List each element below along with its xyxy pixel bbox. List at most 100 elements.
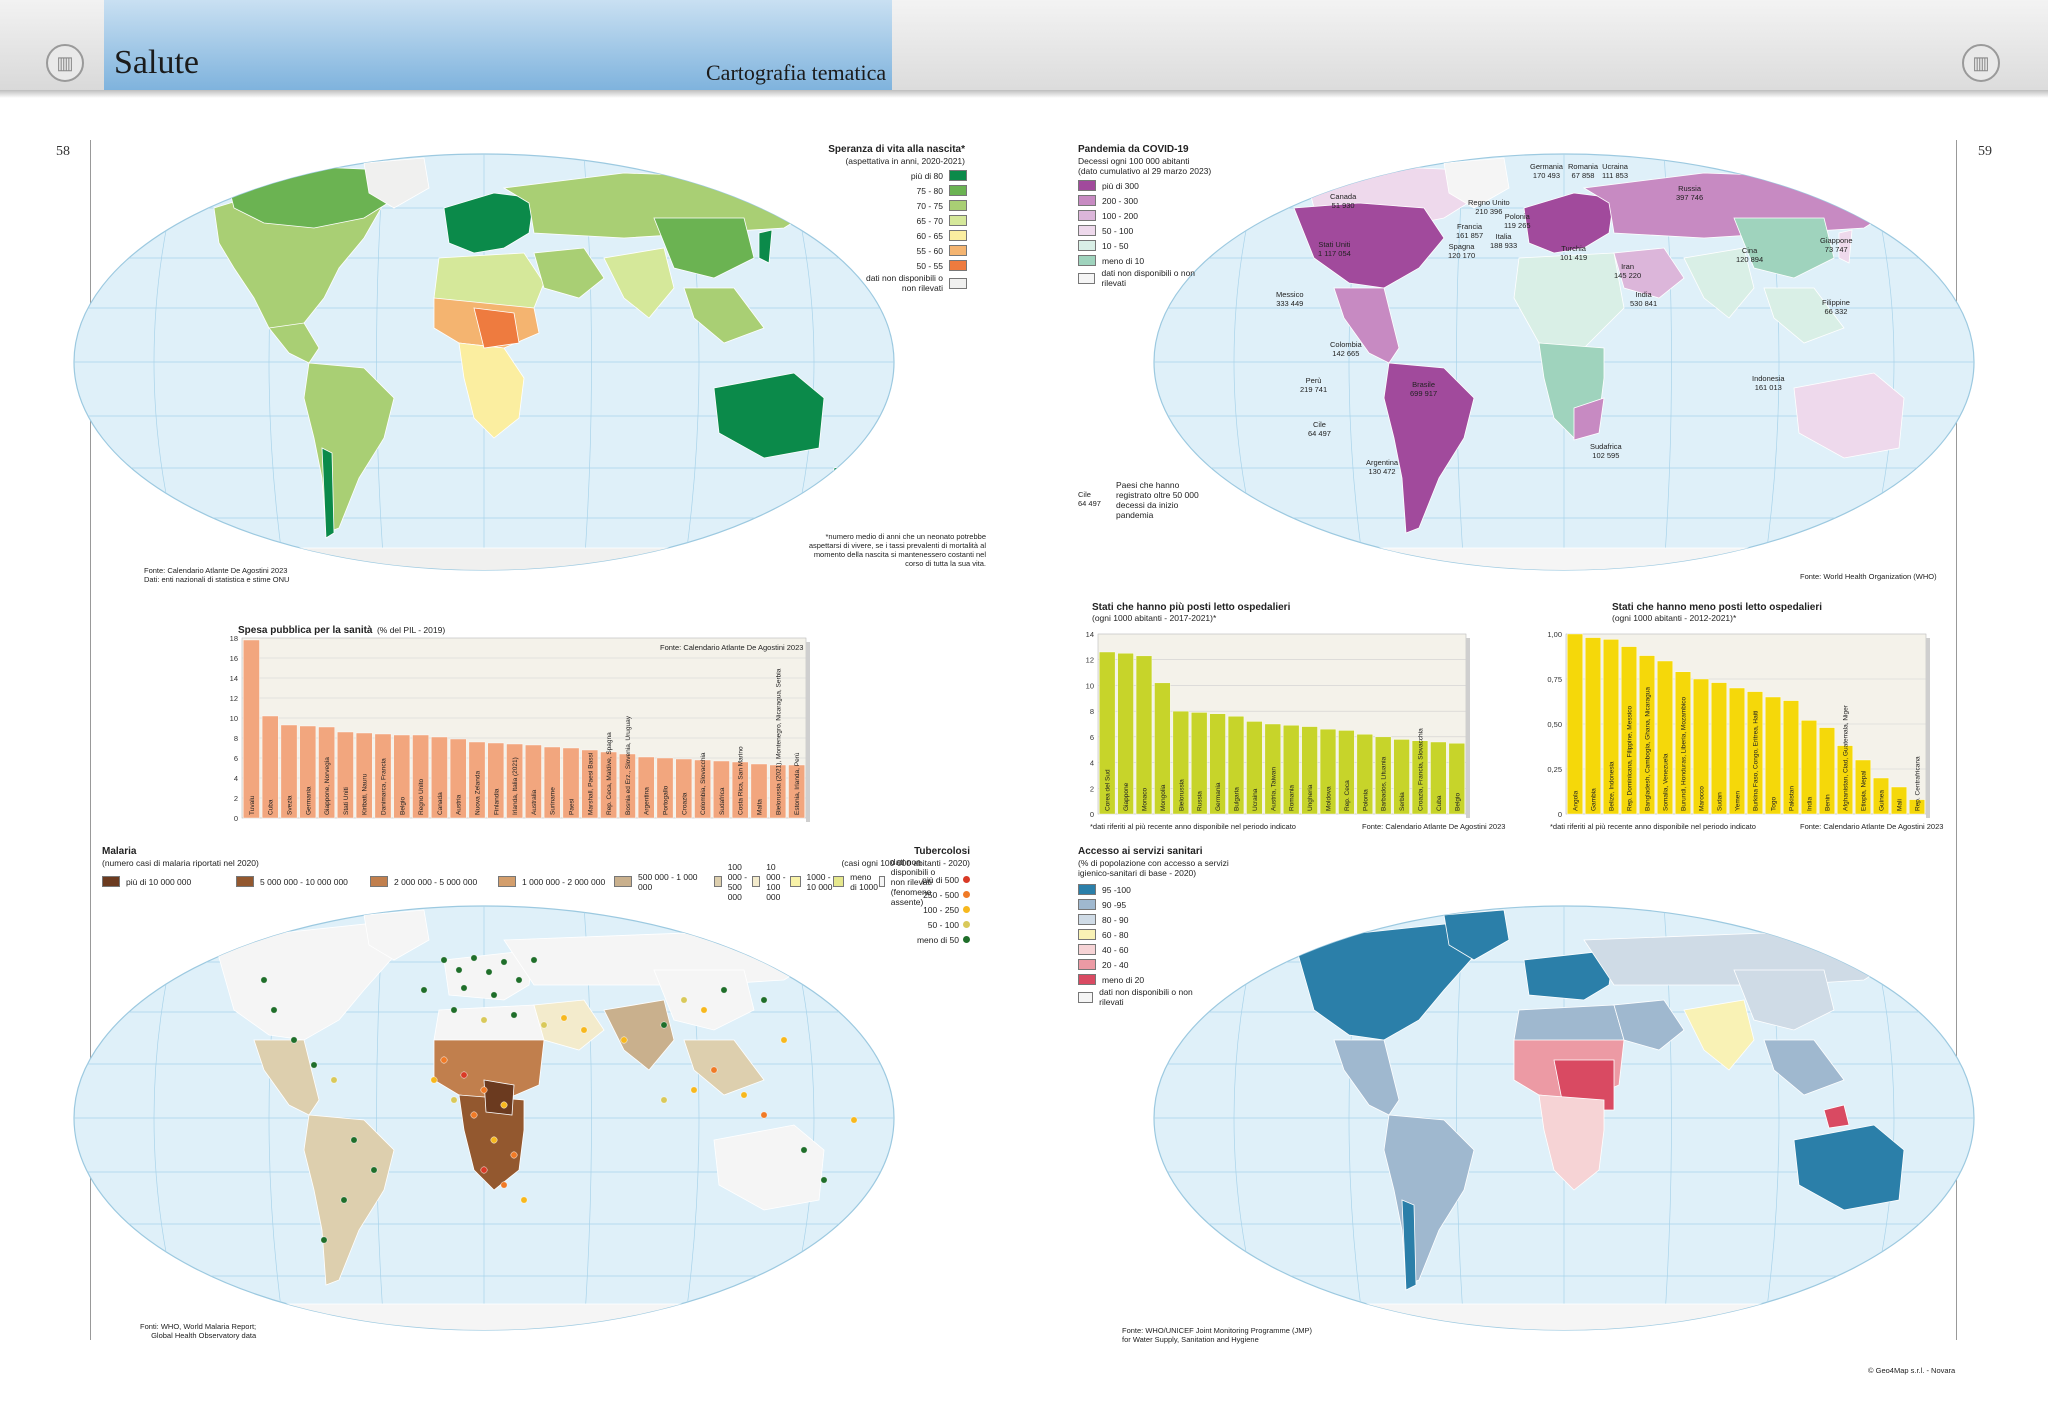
covid-legend-swatch [1078, 180, 1096, 191]
life-map-source-line-1: Fonte: Calendario Atlante De Agostini 20… [144, 566, 288, 575]
beds-most-subtitle: (ogni 1000 abitanti - 2017-2021)* [1092, 613, 1217, 623]
bar-category-label: Tuvalu [249, 795, 256, 815]
bar-category-label: Belgio [1454, 793, 1461, 811]
covid-country-value: 101 419 [1560, 253, 1588, 262]
malaria-legend-swatch [790, 876, 801, 887]
covid-country-name: Indonesia [1752, 374, 1785, 383]
bar-category-label: Belize, Indonesia [1609, 761, 1616, 811]
covid-country-value: 145 220 [1614, 271, 1642, 280]
bar [581, 749, 599, 819]
bar [412, 734, 429, 819]
tb-dot [470, 954, 478, 962]
tb-dot [485, 968, 493, 976]
tb-dot [690, 1086, 698, 1094]
bar-category-label: Germania [305, 786, 312, 815]
plot-area [1097, 633, 1467, 815]
covid-country-value: 219 741 [1300, 385, 1328, 394]
tb-dot [540, 1021, 548, 1029]
covid-country-name: Ucraina [1602, 162, 1628, 171]
tb-dot [500, 1181, 508, 1189]
y-tick-label: 8 [234, 734, 238, 743]
y-tick-label: 12 [1086, 656, 1094, 665]
bar [1801, 720, 1817, 815]
malaria-legend-subtitle: (numero casi di malaria riportati nel 20… [102, 858, 259, 868]
tb-legend-dot [963, 906, 970, 913]
bar-category-label: Pakistan [1789, 786, 1796, 811]
malaria-legend-item: 100 000 - 500 000 [714, 862, 752, 902]
sanitation-legend-item: 95 -100 [1078, 882, 1198, 897]
tb-dot [520, 1196, 528, 1204]
bar-category-label: Sudan [1717, 792, 1724, 811]
bar [261, 715, 279, 819]
bar [1227, 716, 1245, 815]
life-legend-item: 65 - 70 [845, 213, 967, 228]
bar-category-label: Marocco [1699, 786, 1706, 811]
life-legend-item: 60 - 65 [845, 228, 967, 243]
malaria-map-source: Fonti: WHO, World Malaria Report; Global… [140, 1322, 256, 1340]
bar [525, 744, 542, 819]
life-legend: più di 80 75 - 80 70 - 75 65 - 70 60 - 65 55 … [845, 168, 967, 293]
bar [1375, 736, 1392, 815]
life-legend-label: più di 80 [910, 170, 943, 181]
covid-legend-item: meno di 10 [1078, 253, 1218, 268]
y-tick-label: 4 [1090, 759, 1094, 768]
covid-country-label: Indonesia 161 013 [1752, 374, 1785, 392]
bar-category-label: Polonia [1362, 789, 1369, 811]
covid-legend-item: 10 - 50 [1078, 238, 1218, 253]
bar [1567, 633, 1583, 815]
sanitation-legend-label: dati non disponibili o non rilevati [1099, 987, 1193, 1007]
bar-category-label: Togo [1771, 797, 1778, 811]
bar [1693, 678, 1709, 815]
covid-country-label: Cile 64 497 [1308, 420, 1331, 438]
bar [1783, 700, 1799, 815]
sanitation-legend-label: 60 - 80 [1102, 929, 1129, 940]
y-tick-label: 2 [1090, 784, 1094, 793]
covid-country-label: India 530 841 [1630, 290, 1657, 308]
life-legend-label: 55 - 60 [916, 245, 943, 256]
life-legend-item: dati non disponibili o non rilevati [845, 273, 967, 293]
tb-legend-label: 50 - 100 [927, 919, 959, 930]
covid-legend-item: più di 300 [1078, 178, 1218, 193]
spending-chart-subtitle: (% del PIL - 2019) [376, 625, 446, 635]
covid-legend-label: dati non disponibili o non rilevati [1101, 268, 1196, 288]
tb-dot [470, 1111, 478, 1119]
tb-dot [480, 1016, 488, 1024]
malaria-legend-title-block: Malaria (numero casi di malaria riportat… [102, 846, 259, 868]
covid-legend-label: meno di 10 [1102, 255, 1145, 266]
tb-legend-label: 100 - 250 [923, 904, 959, 915]
covid-country-name: Messico [1276, 290, 1304, 299]
y-tick-label: 4 [234, 774, 238, 783]
y-tick-label: 14 [230, 674, 238, 683]
sanitation-legend-subtitle-2: igienico-sanitari di base - 2020) [1078, 868, 1197, 878]
tb-dot [820, 1176, 828, 1184]
spending-chart-svg: 0 2 4 6 8 10 12 14 16 18 Tuvalu Cuba Svezia Germania G… [230, 634, 810, 823]
tb-dot [510, 1011, 518, 1019]
bar [769, 764, 787, 819]
sanitation-legend-swatch [1078, 884, 1096, 895]
malaria-legend-label: dati non disponibili o non rilevati (fen… [890, 856, 936, 907]
page-number-left: 58 [56, 144, 70, 159]
malaria-legend-title: Malaria [102, 846, 137, 857]
covid-country-value: 188 933 [1490, 241, 1518, 250]
bar [637, 756, 655, 819]
plot-area [241, 637, 807, 819]
y-tick-label: 10 [230, 714, 238, 723]
bar-category-label: Corea del Sud [1105, 769, 1112, 811]
bar [713, 760, 730, 819]
bar [1891, 786, 1907, 815]
tb-dot [340, 1196, 348, 1204]
beds-least-note: *dati riferiti al più recente anno dispo… [1550, 822, 1756, 831]
bar-category-label: Ungheria [1307, 784, 1314, 811]
malaria-legend-item: 1000 - 10 000 [790, 872, 833, 892]
covid-country-label: Romania 67 858 [1568, 162, 1598, 180]
bar-category-label: Yemen [1735, 791, 1742, 811]
bar-category-label: Somalia, Venezuela [1663, 753, 1670, 811]
bar [355, 732, 373, 819]
bar-category-label: Burundi, Honduras, Liberia, Mozambico [1681, 696, 1688, 811]
tb-dot [420, 986, 428, 994]
covid-country-label: Germania 170 493 [1530, 162, 1563, 180]
plot-shadow [1926, 638, 1930, 818]
bar-category-label: Barbados, Lituania [1381, 756, 1388, 811]
tb-dot [490, 991, 498, 999]
malaria-legend-item: dati non disponibili o non rilevati (fen… [878, 857, 944, 907]
